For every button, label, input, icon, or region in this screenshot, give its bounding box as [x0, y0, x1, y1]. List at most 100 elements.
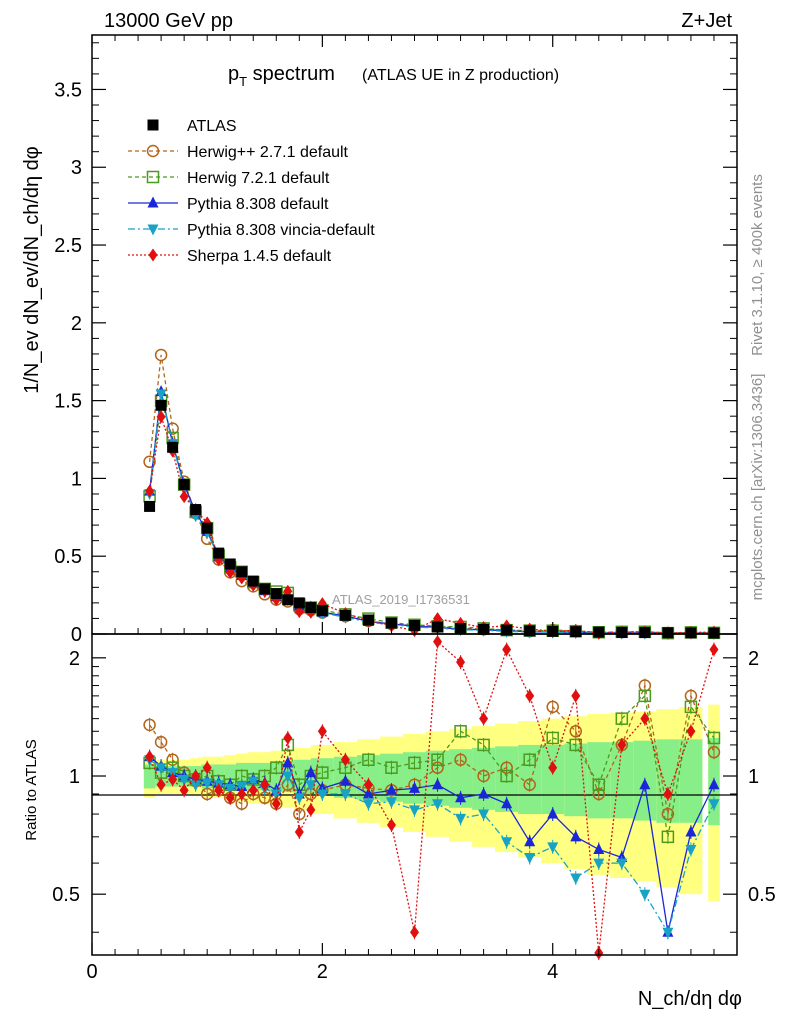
ratio-series-point: [214, 783, 224, 797]
ratio-series-point: [294, 825, 304, 839]
ratio-series-point: [305, 780, 317, 792]
ratio-series-point: [593, 842, 605, 854]
ratio-series-point: [317, 724, 327, 738]
ratio-series-point: [339, 789, 351, 801]
ratio-series-point: [546, 700, 559, 714]
ratio-series-point: [707, 731, 721, 745]
ratio-series-point: [707, 745, 721, 759]
legend: ATLAS Herwig++ 2.7.1 default Herwig 7.2.1 …: [128, 118, 375, 265]
ratio-y-tick-label: 0.5: [52, 884, 80, 906]
ratio-series-point: [686, 724, 696, 738]
ratio-series-point: [224, 783, 236, 795]
ratio-series-point: [385, 783, 397, 795]
main-y-axis-label: 1/N_ev dN_ev/dN_ch/dη dφ: [21, 146, 43, 394]
data-point: [201, 522, 213, 534]
ratio-series-point: [478, 809, 490, 821]
data-point: [339, 609, 351, 621]
axis-tick-labels: 0 2 400.511.522.533.50.5 0.51 12 2: [52, 79, 776, 983]
ratio-series-point: [260, 778, 270, 792]
ratio-series-point: [178, 774, 190, 786]
main-series-point: [156, 410, 166, 424]
data-point: [282, 594, 294, 606]
data-point: [178, 479, 190, 491]
ratio-series-point: [362, 787, 374, 799]
ratio-band-green: [564, 743, 588, 817]
ratio-series-point: [362, 799, 374, 811]
data-point: [270, 588, 282, 600]
ratio-series-point: [570, 830, 582, 842]
ratio-series-point: [247, 776, 259, 788]
y-tick-label: 2.5: [54, 235, 82, 257]
y-tick-label: 3: [71, 157, 82, 179]
ratio-band-green: [270, 761, 283, 793]
ratio-band-green: [610, 742, 634, 819]
ratio-series-point: [477, 769, 490, 783]
ratio-series-point: [340, 753, 350, 767]
ratio-series-point: [156, 778, 166, 792]
legend-marker: [146, 144, 160, 158]
ratio-series-point: [708, 799, 720, 811]
process-label: Z+Jet: [681, 10, 732, 32]
ratio-series-point: [455, 813, 467, 825]
ratio-series-point: [570, 873, 582, 885]
data-point: [409, 619, 420, 631]
ratio-series-point: [455, 791, 467, 803]
ratio-series-point: [432, 799, 444, 811]
y-tick-label: 1: [71, 468, 82, 490]
ratio-band-green: [449, 749, 473, 808]
ratio-series-point: [548, 761, 558, 775]
ratio-series-group: [143, 634, 721, 960]
ratio-series-point: [685, 844, 697, 856]
ratio-series-point: [248, 783, 258, 797]
ratio-series-point: [270, 761, 283, 774]
title-rest: spectrum: [247, 63, 335, 85]
data-point: [316, 605, 328, 617]
ratio-series-point: [639, 889, 651, 901]
y-tick-label: 3.5: [54, 79, 82, 101]
ratio-series-point: [409, 805, 420, 817]
ratio-series-point: [638, 689, 652, 703]
x-tick-label: 2: [317, 961, 328, 983]
axis-ticks: [91, 35, 737, 955]
ratio-band-green: [293, 759, 306, 794]
y-tick-label: 0: [71, 624, 82, 646]
ratio-series-point: [191, 769, 201, 783]
ratio-series-point: [145, 750, 155, 764]
ratio-series-point: [155, 763, 167, 775]
ratio-series-point: [408, 756, 421, 770]
legend-label: Pythia 8.308 default: [187, 196, 329, 213]
analysis-watermark: ATLAS_2019_I1736531: [332, 592, 470, 607]
ratio-series-point: [569, 738, 582, 752]
ratio-series-point: [524, 835, 536, 847]
ratio-series-point: [547, 807, 559, 819]
ratio-series-point: [362, 753, 375, 767]
plot-title-note: (ATLAS UE in Z production): [362, 67, 559, 84]
ratio-series-point: [663, 787, 673, 801]
ratio-series-point: [661, 830, 675, 844]
legend-marker: [148, 248, 158, 262]
y-tick-label: 0.5: [54, 546, 82, 568]
ratio-series-point: [433, 635, 443, 649]
ratio-series-point: [639, 778, 651, 790]
y-tick-label: 1.5: [54, 391, 82, 413]
plot-title: pT spectrum: [228, 63, 335, 89]
data-point: [247, 575, 259, 587]
ratio-series-point: [237, 787, 247, 801]
ratio-series-point: [225, 791, 235, 805]
ratio-band-green: [541, 744, 565, 815]
ratio-series-point: [339, 774, 351, 786]
ratio-series-point: [662, 927, 674, 939]
ratio-series-point: [684, 700, 698, 714]
x-axis-label: N_ch/dη dφ: [638, 988, 742, 1010]
ratio-series-point: [168, 772, 178, 786]
ratio-y-tick-label-right: 2: [748, 648, 759, 670]
main-series-point: [155, 389, 167, 401]
ratio-series-point: [479, 712, 489, 726]
data-point: [236, 566, 248, 578]
data-point: [259, 583, 271, 595]
main-series-point: [143, 455, 156, 469]
ratio-series-point: [282, 756, 294, 768]
data-point: [190, 504, 202, 516]
ratio-series-point: [431, 753, 444, 767]
